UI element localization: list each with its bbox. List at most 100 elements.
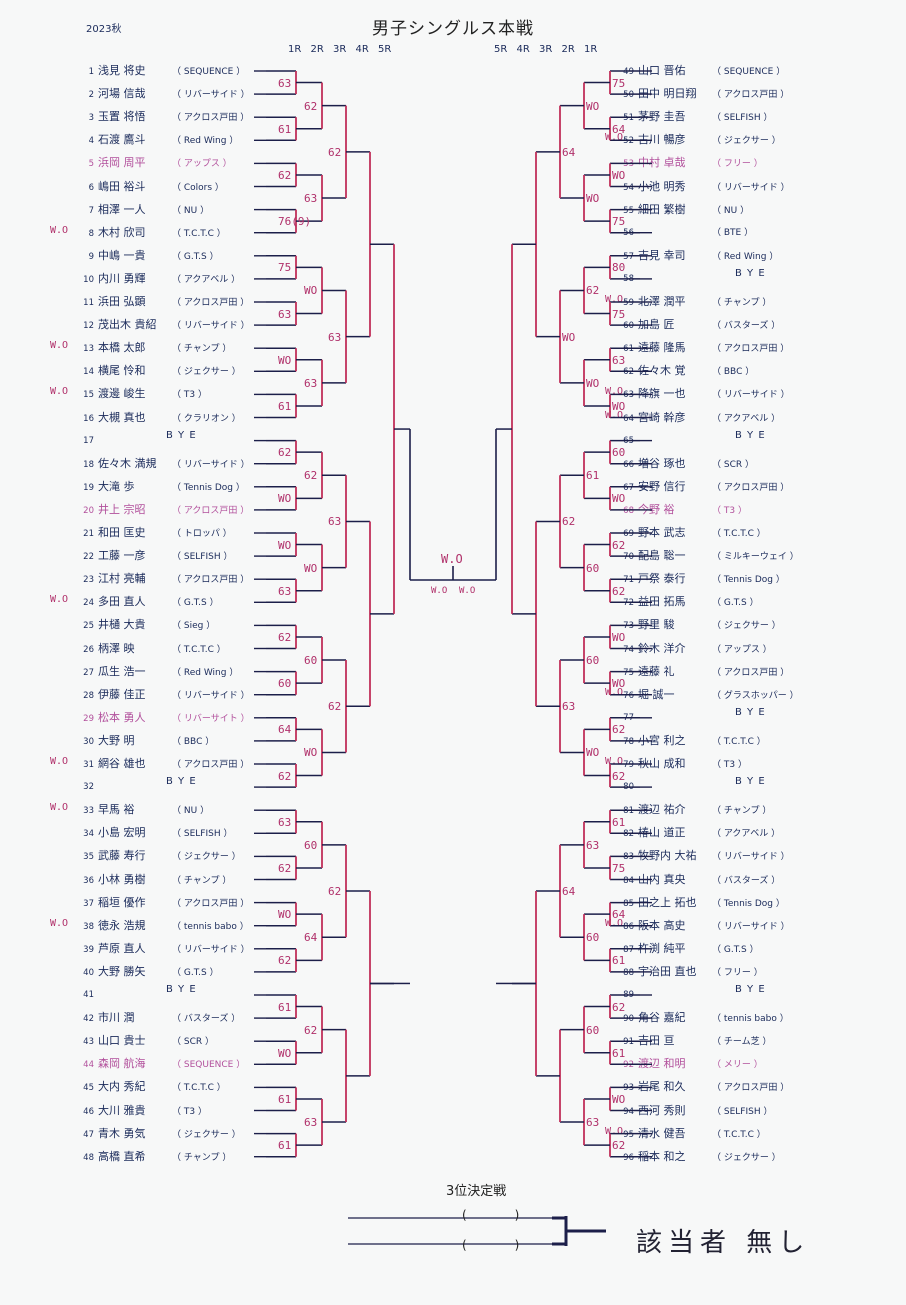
player-club: （ ジェクサー ） xyxy=(712,621,781,632)
player-name: 伊藤 佳正 xyxy=(98,687,146,701)
player-row: 9 中嶋 一貴 （ G.T.S ） xyxy=(72,249,219,263)
player-name: 古川 暢彦 xyxy=(638,133,686,147)
match-score: 61 xyxy=(278,1092,292,1106)
player-club: （ リバーサイド ） xyxy=(172,90,250,101)
player-row: 53 中村 卓哉 （ フリー ） xyxy=(612,156,763,170)
player-club: （ アップス ） xyxy=(172,159,232,170)
match-score: 64 xyxy=(304,931,318,945)
player-club: （ チャンプ ） xyxy=(712,806,772,817)
bye-label: B Y E xyxy=(735,776,766,788)
player-number: 52 xyxy=(623,136,634,147)
player-club: （ SCR ） xyxy=(712,459,755,470)
match-score: 63 xyxy=(278,584,292,598)
player-row: 29 松本 勇人 （ リバーサイト ） xyxy=(72,711,249,725)
player-club: （ グラスホッパー ） xyxy=(712,690,799,701)
player-name: 野本 武志 xyxy=(638,526,686,539)
player-row: 19 大滝 歩 （ Tennis Dog ） xyxy=(72,480,245,494)
player-club: （ トロッパ ） xyxy=(172,529,232,539)
player-number: 78 xyxy=(623,736,634,747)
player-club: （ ジェクサー ） xyxy=(172,367,241,378)
player-row: 57 吉見 幸司 （ Red Wing ） xyxy=(612,249,778,263)
match-score: 62 xyxy=(612,538,626,552)
match-score: 63 xyxy=(612,353,626,367)
player-name: 稲垣 優作 xyxy=(98,895,146,909)
player-row: 63 降旗 一也 （ リバーサイド ） xyxy=(612,387,789,401)
player-club: （ チャンプ ） xyxy=(172,875,232,886)
player-number: 82 xyxy=(623,829,634,840)
match-score: 63 xyxy=(586,1116,600,1130)
player-name: 森岡 航海 xyxy=(98,1057,146,1071)
player-club: （ フリー ） xyxy=(712,967,763,978)
player-row: 24 多田 直人 （ G.T.S ） xyxy=(72,595,218,609)
player-number: 75 xyxy=(623,667,634,678)
player-row: 14 横尾 怜和 （ ジェクサー ） xyxy=(72,364,241,378)
player-row: 2 河場 信哉 （ リバーサイド ） xyxy=(72,87,250,101)
player-row: 16 大槻 真也 （ クラリオン ） xyxy=(72,411,241,425)
match-score: 62 xyxy=(278,954,292,968)
player-name: 佐々木 覚 xyxy=(638,364,686,378)
player-number: 92 xyxy=(623,1060,634,1071)
match-score: 64 xyxy=(562,885,576,899)
player-name: 山口 晋佑 xyxy=(638,64,686,77)
player-name: 大滝 歩 xyxy=(98,479,135,493)
bye-label: B Y E xyxy=(166,984,197,995)
player-row: 12 茂出木 貴紹 （ リバーサイド ） xyxy=(72,318,249,332)
walkover-mark: W.O xyxy=(50,917,69,929)
player-club: （ Tennis Dog ） xyxy=(712,575,785,586)
player-number: 94 xyxy=(623,1106,634,1117)
walkover-mark: W.O xyxy=(605,132,624,144)
player-row: 93 岩尾 和久 （ アクロス戸田 ） xyxy=(612,1080,789,1094)
player-number: 12 xyxy=(83,321,94,332)
player-name: 多田 直人 xyxy=(98,595,146,609)
player-row: 13 本橋 太郎 （ チャンプ ） xyxy=(72,341,231,355)
player-row: 50 田中 明日翔 （ アクロス戸田 ） xyxy=(612,87,789,101)
player-club: （ NU ） xyxy=(172,806,210,817)
match-score: 62 xyxy=(278,168,292,182)
player-number: 27 xyxy=(83,667,94,678)
player-number: 45 xyxy=(83,1083,94,1094)
player-number: 63 xyxy=(623,390,634,401)
player-club: （ NU ） xyxy=(712,205,750,216)
match-score: 75 xyxy=(612,215,626,229)
player-number: 16 xyxy=(83,413,94,424)
player-name: 早馬 裕 xyxy=(98,803,135,817)
player-name: 吉見 幸司 xyxy=(638,248,686,262)
player-row: 55 細田 繁樹 （ NU ） xyxy=(612,203,749,217)
player-row: 31 網谷 雄也 （ アクロス戸田 ） xyxy=(72,757,249,771)
player-club: （ T.C.T.C ） xyxy=(712,736,766,747)
player-name: 宮崎 幹彦 xyxy=(638,410,686,424)
player-name: 市川 潤 xyxy=(98,1011,135,1025)
match-score: 62 xyxy=(304,99,318,113)
player-number: 9 xyxy=(88,251,94,262)
player-number: 49 xyxy=(623,67,634,77)
player-name: 益田 拓馬 xyxy=(638,595,686,609)
player-club: （ Red Wing ） xyxy=(172,136,239,147)
player-number: 61 xyxy=(623,344,634,355)
player-club: （ フリー ） xyxy=(712,159,763,170)
player-row: 90 角谷 嘉紀 （ tennis babo ） xyxy=(612,1011,789,1025)
walkover-mark: W.O xyxy=(605,917,624,929)
match-score: 63 xyxy=(304,1116,318,1130)
player-number: 50 xyxy=(623,90,634,101)
player-number: 66 xyxy=(623,459,634,470)
match-score: WO xyxy=(586,192,600,206)
player-row: 59 北澤 潤平 （ チャンプ ） xyxy=(612,295,771,309)
player-number: 42 xyxy=(83,1014,94,1025)
match-score: 63 xyxy=(304,192,318,206)
match-score: WO xyxy=(586,99,600,113)
walkover-mark: W.O xyxy=(50,386,69,398)
player-row: 6 嶋田 裕斗 （ Colors ） xyxy=(72,180,224,194)
player-club: （ アクロス戸田 ） xyxy=(712,482,790,493)
player-row: 94 西河 秀則 （ SELFISH ） xyxy=(612,1104,772,1118)
walkover-mark: W.O xyxy=(605,409,624,421)
final-top-score: W.O xyxy=(441,552,463,566)
player-row: 71 戸祭 泰行 （ Tennis Dog ） xyxy=(612,572,785,586)
player-club: （ リバーサイド ） xyxy=(172,459,250,470)
match-score: 64 xyxy=(612,908,626,922)
player-number: 69 xyxy=(623,529,634,539)
player-row: 73 野里 駿 （ ジェクサー ） xyxy=(612,618,781,632)
player-row: 33 早馬 裕 （ NU ） xyxy=(72,803,209,817)
player-row: 51 茅野 圭吾 （ SELFISH ） xyxy=(612,110,772,124)
player-name: 内川 勇輝 xyxy=(98,271,146,285)
player-club: （ チーム芝 ） xyxy=(712,1037,772,1048)
